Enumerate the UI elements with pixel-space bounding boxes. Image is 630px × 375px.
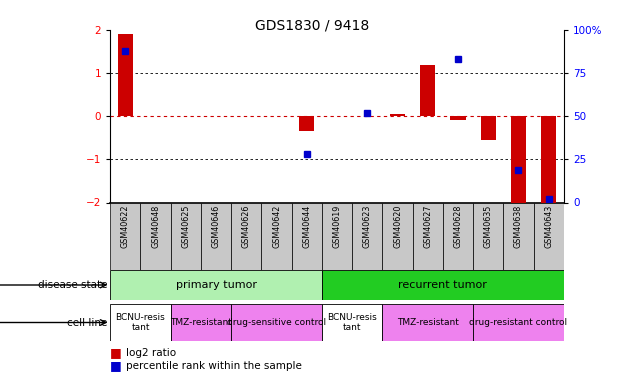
Bar	[118, 34, 133, 116]
Text: TMZ-resistant: TMZ-resistant	[170, 318, 232, 327]
Text: BCNU-resis
tant: BCNU-resis tant	[328, 313, 377, 332]
Bar	[443, 202, 473, 270]
Text: ■: ■	[110, 360, 122, 372]
Text: GSM40627: GSM40627	[423, 204, 432, 248]
Text: TMZ-resistant: TMZ-resistant	[397, 318, 459, 327]
Text: GSM40628: GSM40628	[454, 204, 462, 248]
Text: GSM40644: GSM40644	[302, 204, 311, 248]
Bar	[352, 202, 382, 270]
Text: disease state: disease state	[38, 280, 107, 290]
Bar	[473, 304, 564, 341]
Bar	[231, 304, 322, 341]
Bar	[390, 114, 405, 116]
Text: GSM40619: GSM40619	[333, 204, 341, 248]
Text: GSM40642: GSM40642	[272, 204, 281, 248]
Text: GSM40635: GSM40635	[484, 204, 493, 248]
Bar	[420, 64, 435, 116]
Bar	[382, 304, 473, 341]
Text: cell line: cell line	[67, 318, 107, 327]
Bar	[261, 202, 292, 270]
Text: GSM40626: GSM40626	[242, 204, 251, 248]
Text: drug-sensitive control: drug-sensitive control	[227, 318, 326, 327]
Text: ■: ■	[110, 346, 122, 359]
Bar	[322, 202, 352, 270]
Text: BCNU-resis
tant: BCNU-resis tant	[116, 313, 165, 332]
Bar	[511, 116, 526, 205]
Bar	[382, 202, 413, 270]
Bar	[140, 202, 171, 270]
Text: percentile rank within the sample: percentile rank within the sample	[126, 361, 302, 371]
Bar	[450, 116, 466, 120]
Bar	[299, 116, 314, 131]
Text: GSM40648: GSM40648	[151, 204, 160, 248]
Text: GSM40638: GSM40638	[514, 204, 523, 248]
Text: GSM40625: GSM40625	[181, 204, 190, 248]
Bar	[322, 270, 564, 300]
Bar	[473, 202, 503, 270]
Text: GDS1830 / 9418: GDS1830 / 9418	[255, 19, 369, 33]
Text: GSM40646: GSM40646	[212, 204, 220, 248]
Bar	[541, 116, 556, 202]
Text: primary tumor: primary tumor	[176, 280, 256, 290]
Bar	[322, 304, 382, 341]
Text: GSM40620: GSM40620	[393, 204, 402, 248]
Bar	[110, 202, 140, 270]
Text: GSM40622: GSM40622	[121, 204, 130, 248]
Bar	[110, 304, 171, 341]
Bar	[171, 304, 231, 341]
Bar	[534, 202, 564, 270]
Bar	[292, 202, 322, 270]
Text: GSM40643: GSM40643	[544, 204, 553, 248]
Bar	[413, 202, 443, 270]
Bar	[231, 202, 261, 270]
Text: drug-resistant control: drug-resistant control	[469, 318, 568, 327]
Text: recurrent tumor: recurrent tumor	[398, 280, 488, 290]
Bar	[503, 202, 534, 270]
Bar	[110, 270, 322, 300]
Bar	[201, 202, 231, 270]
Bar	[481, 116, 496, 140]
Text: log2 ratio: log2 ratio	[126, 348, 176, 358]
Bar	[171, 202, 201, 270]
Text: GSM40623: GSM40623	[363, 204, 372, 248]
